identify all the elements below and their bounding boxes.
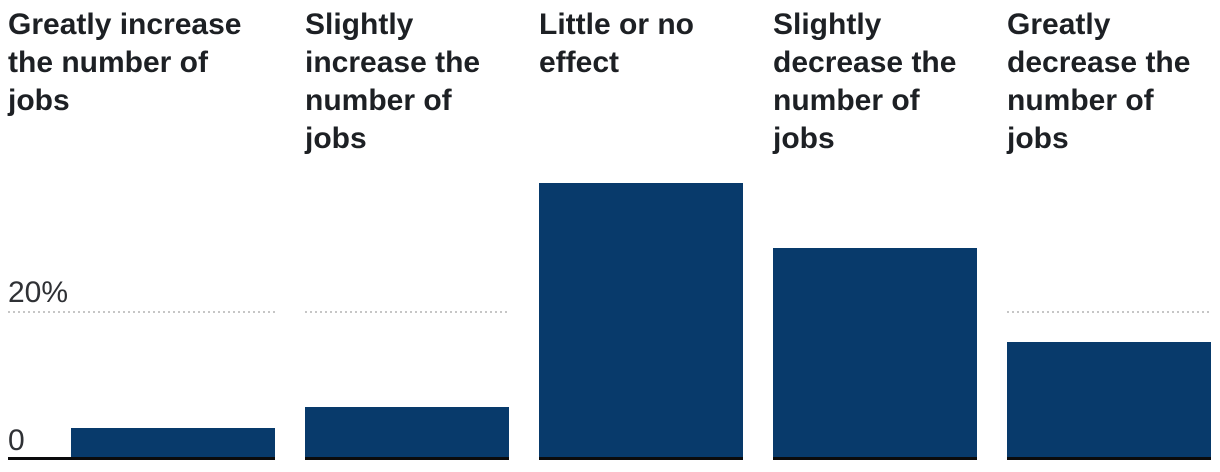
bar-greatly-increase: [71, 428, 275, 457]
bar-slightly-increase: [305, 407, 509, 457]
category-label-slightly-decrease: Slightly decrease the number of jobs: [773, 8, 957, 155]
category-label-greatly-decrease: Greatly decrease the number of jobs: [1007, 8, 1191, 155]
x-axis-baseline: [1007, 457, 1211, 460]
facet-slightly-decrease: Slightly decrease the number of jobs: [773, 0, 977, 472]
bar-slightly-decrease: [773, 248, 977, 457]
facet-greatly-decrease: Greatly decrease the number of jobs: [1007, 0, 1211, 472]
x-axis-baseline: [773, 457, 977, 460]
x-axis-baseline: [8, 457, 275, 460]
gridline-20-percent: [8, 311, 275, 313]
category-label-slightly-increase: Slightly increase the number of jobs: [305, 8, 481, 155]
x-axis-baseline: [539, 457, 743, 460]
facet-little-or-no-effect: Little or no effect: [539, 0, 743, 472]
x-axis-baseline: [305, 457, 509, 460]
facet-slightly-increase: Slightly increase the number of jobs: [305, 0, 509, 472]
category-label-little-or-no-effect: Little or no effect: [539, 8, 694, 79]
y-axis-tick-20: 20%: [8, 276, 69, 309]
category-label-greatly-increase: Greatly increase the number of jobs: [8, 8, 242, 117]
gridline-20-percent: [1007, 311, 1211, 313]
facet-greatly-increase: Greatly increase the number of jobs 20% …: [8, 0, 275, 472]
y-axis-tick-0: 0: [8, 424, 25, 457]
gridline-20-percent: [305, 311, 509, 313]
bar-little-or-no-effect: [539, 183, 743, 457]
bar-greatly-decrease: [1007, 342, 1211, 457]
